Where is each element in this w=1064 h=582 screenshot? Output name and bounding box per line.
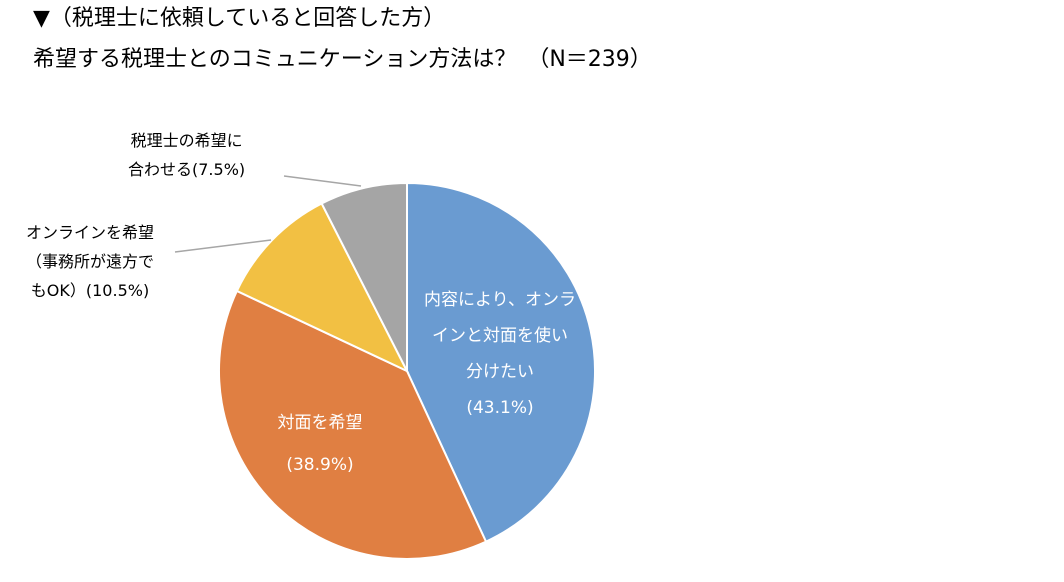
pie-label-both-line-3: 分けたい: [466, 362, 534, 382]
pie-label-adjust-line-1: 税理士の希望に: [130, 131, 243, 150]
pie-label-face: 対面を希望 (38.9%): [255, 402, 385, 486]
pie-label-face-value: (38.9%): [286, 455, 354, 475]
pie-slice-both: [406, 181, 597, 543]
pie-slice-face: [218, 289, 488, 560]
chart-subtitle: ▼（税理士に依頼していると回答した方）: [33, 6, 446, 31]
pie-label-adjust: 税理士の希望に 合わせる(7.5%): [128, 126, 245, 184]
chart-title: 希望する税理士とのコミュニケーション方法は？ （N＝239）: [33, 47, 652, 72]
leader-line-adjust: [283, 175, 362, 187]
pie-label-online: オンラインを希望 （事務所が遠方で もOK）(10.5%): [26, 218, 154, 305]
pie-label-online-line-2: （事務所が遠方で: [26, 252, 155, 271]
pie-label-adjust-line-2: 合わせる(7.5%): [128, 160, 246, 179]
pie-label-both-line-2: インと対面を使い: [432, 326, 568, 346]
pie-slice-adjust: [320, 181, 408, 372]
leader-line-online: [174, 239, 272, 253]
pie-label-online-line-3: もOK）(10.5%): [30, 281, 150, 300]
pie-slice-online: [235, 202, 410, 374]
pie-label-both-line-1: 内容により、オンラ: [424, 290, 576, 310]
pie-label-face-line-1: 対面を希望: [277, 413, 363, 433]
pie-label-both: 内容により、オンラ インと対面を使い 分けたい (43.1%): [420, 282, 580, 426]
pie-label-both-value: (43.1%): [466, 398, 534, 418]
pie-label-online-line-1: オンラインを希望: [26, 223, 155, 242]
